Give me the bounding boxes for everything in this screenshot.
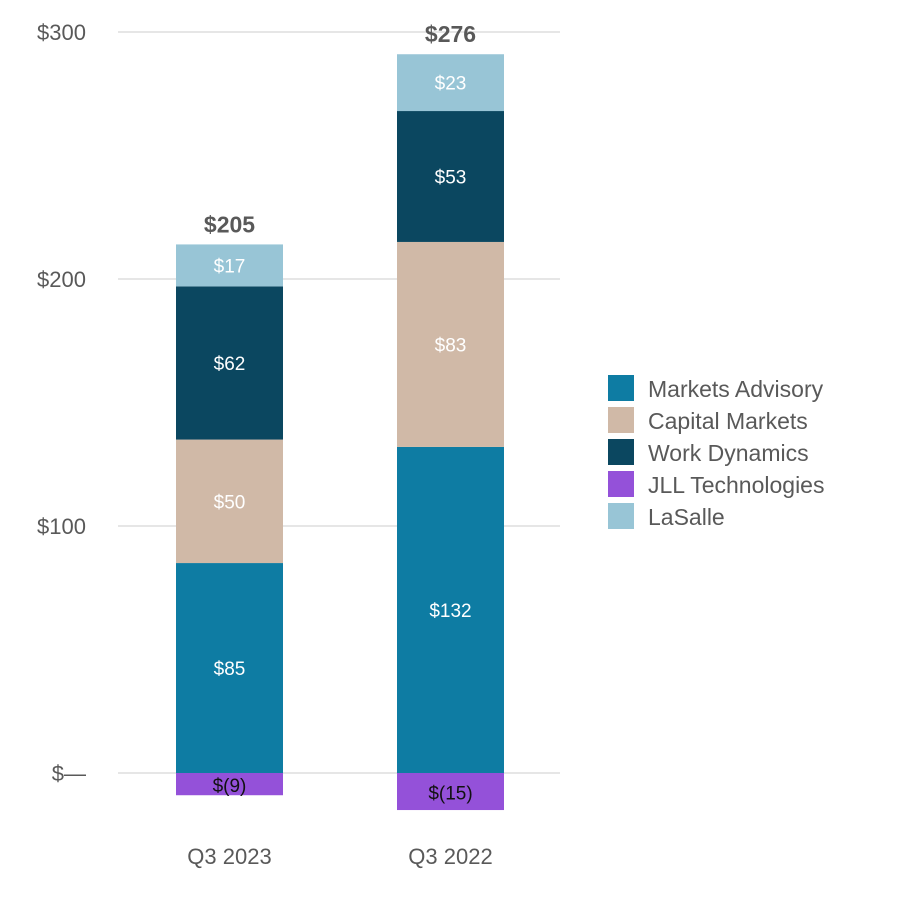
total-label: $205 [204,211,255,237]
bar-segment [176,563,283,773]
bar-segment [176,773,283,796]
data-label: $83 [435,335,467,356]
legend-label: Work Dynamics [648,440,809,466]
data-label: $17 [214,256,246,277]
y-tick-label: $100 [37,514,86,539]
legend-swatch [608,439,634,465]
legend-swatch [608,407,634,433]
legend-label: Capital Markets [648,408,808,434]
data-label: $23 [435,74,467,95]
y-tick-label: $— [52,761,86,786]
bar-segment [176,244,283,287]
x-tick-label: Q3 2023 [187,844,271,869]
total-label: $276 [425,21,476,47]
bar-segment [176,286,283,440]
y-tick-label: $300 [37,20,86,45]
legend-swatch [608,375,634,401]
bar-segment [397,111,504,242]
data-label: $85 [214,659,246,680]
bar-segment [397,773,504,811]
data-label: $(9) [213,776,247,797]
legend-label: LaSalle [648,504,725,530]
bar-segment [176,439,283,564]
legend-label: JLL Technologies [648,472,824,498]
data-label: $53 [435,167,467,188]
bar-segment [397,241,504,447]
bar-segment [397,54,504,112]
x-tick-label: Q3 2022 [408,844,492,869]
legend-swatch [608,471,634,497]
bar-segment [397,446,504,773]
data-label: $62 [214,354,246,375]
y-tick-label: $200 [37,267,86,292]
data-label: $(15) [428,784,472,805]
legend-swatch [608,503,634,529]
legend-label: Markets Advisory [648,376,824,402]
data-label: $50 [214,492,246,513]
data-label: $132 [429,601,471,622]
